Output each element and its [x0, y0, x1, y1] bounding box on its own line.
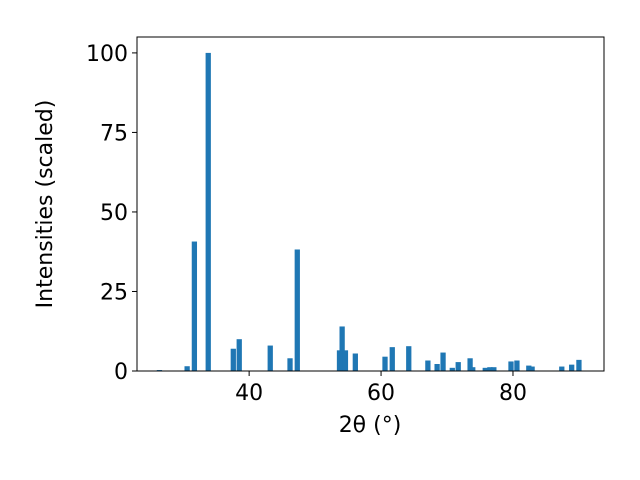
bar	[287, 358, 293, 371]
bar	[449, 367, 455, 371]
bar	[440, 352, 446, 371]
bar	[470, 367, 476, 371]
bar	[482, 367, 488, 371]
bar	[339, 326, 345, 371]
y-tick-label: 0	[114, 360, 128, 385]
bar	[529, 366, 535, 371]
plot-frame	[136, 36, 605, 372]
bar	[559, 366, 565, 371]
x-tick-label: 40	[235, 381, 263, 406]
bar	[455, 362, 461, 371]
y-tick-label: 75	[100, 121, 128, 146]
y-axis-label: Intensities (scaled)	[33, 100, 58, 309]
bar	[576, 359, 582, 371]
bar	[184, 366, 190, 371]
x-axis-label: 2θ (°)	[339, 413, 402, 438]
bar	[352, 353, 358, 371]
bar	[467, 358, 473, 371]
bar	[342, 350, 349, 371]
bar	[205, 52, 211, 372]
bar	[487, 367, 493, 371]
x-tick-label: 60	[367, 381, 395, 406]
bar	[569, 364, 575, 371]
x-tick-label: 80	[499, 381, 527, 406]
bar	[491, 367, 497, 371]
bar	[389, 347, 395, 371]
bar	[508, 361, 514, 371]
bar	[425, 360, 431, 371]
y-tick-label: 25	[100, 280, 128, 305]
bar	[382, 356, 388, 371]
y-tick-label: 100	[86, 42, 128, 67]
bar	[294, 249, 300, 371]
bar	[514, 360, 520, 371]
bar	[230, 348, 236, 371]
bar	[406, 346, 412, 371]
bar	[434, 364, 440, 371]
bar	[526, 365, 532, 371]
bar	[267, 345, 273, 371]
bar	[236, 339, 242, 371]
bar	[191, 241, 198, 371]
y-tick-label: 50	[100, 201, 128, 226]
